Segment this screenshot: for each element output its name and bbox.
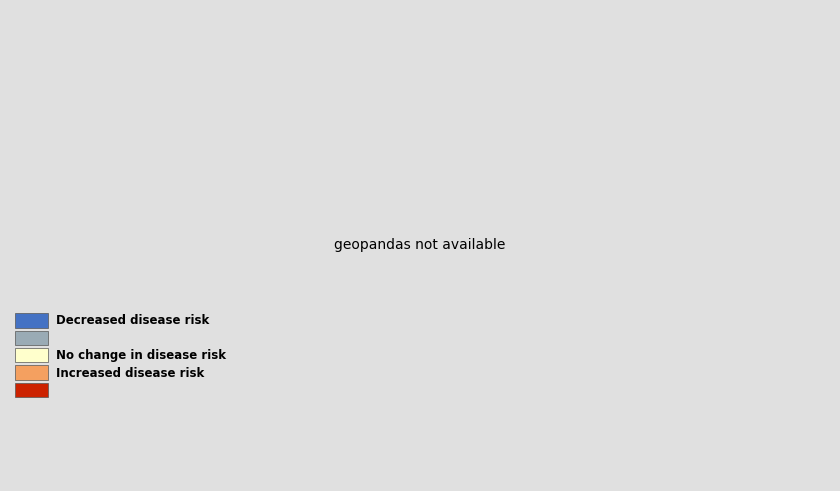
Legend: Decreased disease risk, , No change in disease risk, Increased disease risk, : Decreased disease risk, , No change in d… (10, 309, 231, 402)
Text: geopandas not available: geopandas not available (334, 239, 506, 252)
